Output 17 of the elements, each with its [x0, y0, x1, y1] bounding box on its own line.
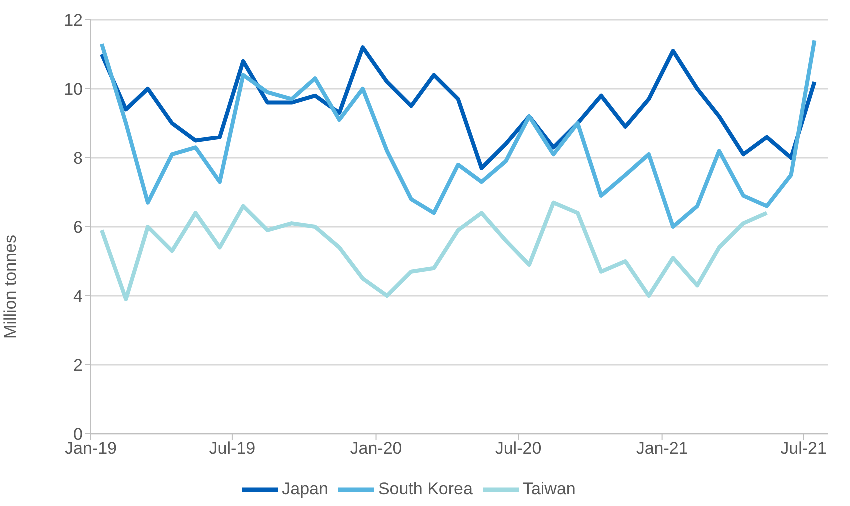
- x-tick-label: Jan-21: [636, 439, 688, 458]
- y-tick-label: 2: [74, 356, 83, 376]
- y-tick-label: 10: [64, 80, 83, 100]
- line-series: [100, 200, 770, 302]
- y-tick-label: 8: [74, 149, 83, 168]
- y-tick-label: 4: [74, 287, 83, 306]
- x-tick-label: Jan-20: [350, 439, 402, 458]
- x-tick-label: Jul-20: [495, 439, 542, 458]
- y-tick-label: 6: [74, 218, 83, 238]
- legend-label: South Korea: [378, 479, 473, 498]
- x-tick-label: Jul-21: [780, 439, 827, 458]
- x-tick-label: Jul-19: [209, 439, 256, 458]
- y-axis-title: Million tonnes: [1, 235, 20, 339]
- legend-label: Taiwan: [522, 479, 576, 498]
- y-tick-label: 12: [64, 11, 83, 30]
- line-series: [100, 38, 817, 229]
- legend-label: Japan: [282, 479, 328, 498]
